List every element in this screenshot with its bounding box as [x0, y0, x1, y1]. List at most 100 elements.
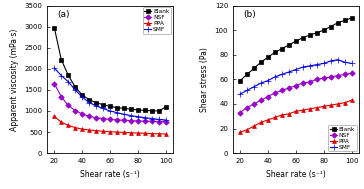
- Blank: [143, 109, 147, 112]
- SMF: [80, 96, 84, 98]
- Blank: [157, 110, 161, 112]
- Blank: [273, 51, 277, 53]
- SMF: [94, 105, 98, 107]
- Y-axis label: Apparent viscosity (mPa·s): Apparent viscosity (mPa·s): [10, 28, 19, 131]
- Blank: [259, 61, 263, 63]
- Line: PPA: PPA: [52, 115, 168, 136]
- NSF: [115, 119, 119, 121]
- NSF: [73, 109, 78, 112]
- Line: NSF: NSF: [238, 71, 353, 115]
- SMF: [245, 89, 249, 92]
- Blank: [238, 80, 242, 82]
- PPA: [80, 128, 84, 130]
- SMF: [321, 62, 326, 65]
- NSF: [143, 120, 147, 122]
- NSF: [343, 73, 347, 76]
- SMF: [343, 61, 347, 63]
- Blank: [80, 94, 84, 96]
- Blank: [87, 98, 91, 101]
- PPA: [115, 131, 119, 133]
- SMF: [73, 89, 78, 91]
- PPA: [59, 121, 63, 123]
- Blank: [308, 34, 312, 36]
- Line: Blank: Blank: [238, 16, 353, 83]
- NSF: [122, 119, 126, 122]
- PPA: [101, 130, 105, 132]
- NSF: [101, 117, 105, 120]
- NSF: [59, 95, 63, 98]
- Blank: [252, 67, 256, 70]
- Blank: [94, 102, 98, 104]
- NSF: [266, 95, 270, 98]
- Blank: [280, 48, 284, 50]
- NSF: [349, 72, 354, 74]
- NSF: [94, 117, 98, 119]
- Blank: [150, 110, 154, 112]
- PPA: [245, 129, 249, 131]
- SMF: [164, 119, 168, 121]
- NSF: [294, 84, 298, 87]
- NSF: [108, 118, 112, 121]
- Blank: [286, 44, 291, 46]
- NSF: [136, 120, 140, 122]
- Blank: [314, 32, 319, 34]
- PPA: [273, 116, 277, 119]
- NSF: [286, 87, 291, 89]
- PPA: [129, 132, 133, 134]
- NSF: [321, 77, 326, 79]
- Blank: [164, 106, 168, 108]
- SMF: [328, 60, 333, 62]
- PPA: [150, 132, 154, 135]
- PPA: [314, 107, 319, 109]
- X-axis label: Shear rate (s⁻¹): Shear rate (s⁻¹): [266, 170, 326, 178]
- SMF: [273, 76, 277, 78]
- SMF: [266, 80, 270, 82]
- Blank: [52, 26, 56, 29]
- SMF: [259, 82, 263, 84]
- Line: PPA: PPA: [238, 98, 353, 134]
- Blank: [245, 73, 249, 76]
- SMF: [143, 116, 147, 119]
- NSF: [259, 99, 263, 101]
- PPA: [52, 115, 56, 118]
- NSF: [66, 104, 70, 107]
- SMF: [349, 62, 354, 65]
- SMF: [252, 86, 256, 88]
- Text: (b): (b): [243, 10, 256, 19]
- SMF: [136, 115, 140, 118]
- SMF: [66, 81, 70, 83]
- PPA: [301, 109, 305, 111]
- Blank: [294, 40, 298, 43]
- PPA: [66, 124, 70, 126]
- PPA: [328, 104, 333, 106]
- SMF: [294, 68, 298, 71]
- SMF: [115, 112, 119, 114]
- Blank: [301, 36, 305, 39]
- Line: SMF: SMF: [237, 57, 354, 97]
- SMF: [101, 107, 105, 110]
- NSF: [238, 112, 242, 114]
- NSF: [80, 113, 84, 115]
- PPA: [87, 129, 91, 131]
- NSF: [336, 75, 340, 77]
- PPA: [343, 102, 347, 104]
- PPA: [349, 99, 354, 101]
- Blank: [59, 58, 63, 61]
- SMF: [314, 64, 319, 66]
- Blank: [336, 22, 340, 24]
- NSF: [157, 120, 161, 123]
- Blank: [115, 106, 119, 109]
- PPA: [238, 131, 242, 133]
- SMF: [52, 67, 56, 69]
- PPA: [286, 113, 291, 115]
- SMF: [108, 110, 112, 112]
- Blank: [349, 17, 354, 19]
- SMF: [238, 93, 242, 95]
- PPA: [122, 131, 126, 134]
- Legend: Blank, NSF, PPA, SMF: Blank, NSF, PPA, SMF: [143, 7, 171, 34]
- Blank: [321, 29, 326, 31]
- PPA: [157, 133, 161, 135]
- Blank: [66, 74, 70, 76]
- Line: Blank: Blank: [52, 26, 168, 113]
- Line: SMF: SMF: [52, 65, 169, 123]
